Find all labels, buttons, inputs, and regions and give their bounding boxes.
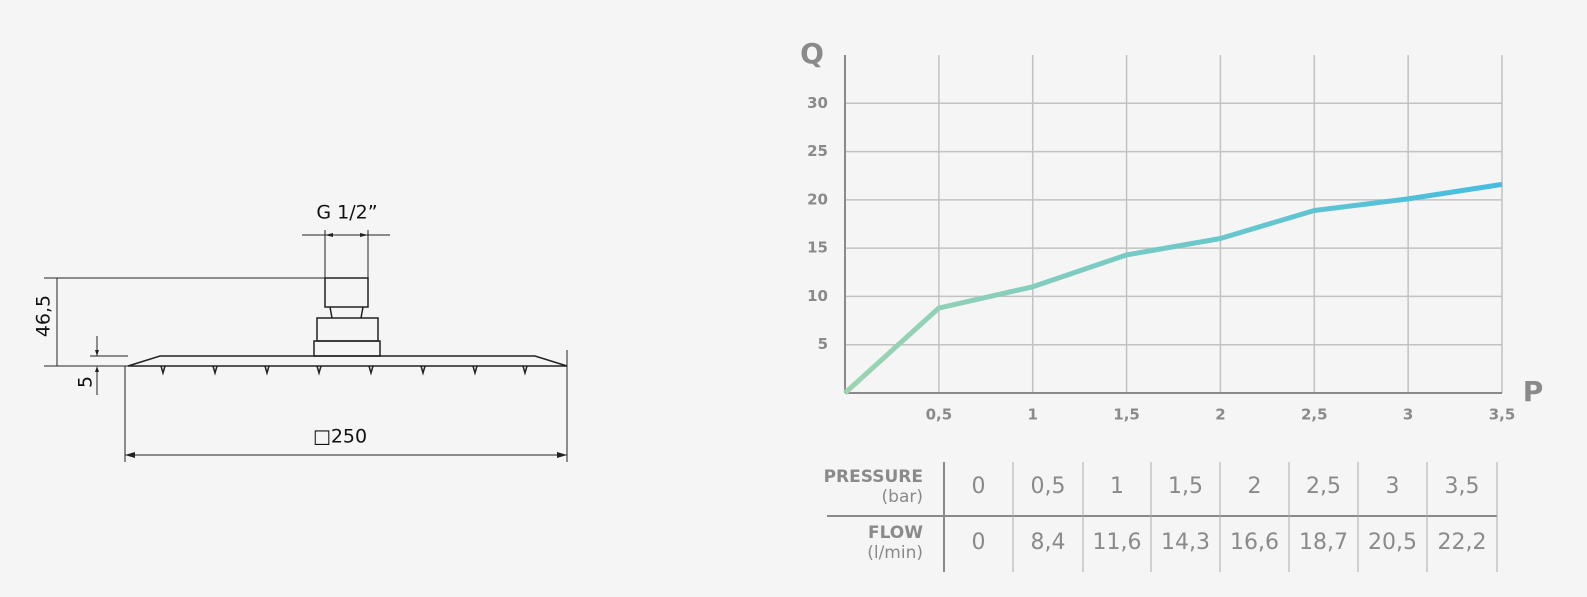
fitting-neck [329,306,364,319]
arrowheads [95,233,567,458]
table-cell: 16,6 [1230,530,1279,555]
height-label: 46,5 [33,295,55,337]
body [316,317,379,342]
row-label: PRESSURE [824,467,923,487]
dimension-lines [44,230,568,462]
x-tick-label: 1 [1027,406,1037,424]
table-cell: 3,5 [1445,474,1480,499]
x-tick-label: 3,5 [1489,406,1516,424]
row-label: FLOW [868,523,923,543]
table-cell: 2,5 [1306,474,1341,499]
table-cell: 22,2 [1438,530,1487,555]
nozzles [160,365,528,376]
thread-label: G 1/2” [316,202,377,224]
table-cell: 0 [972,530,986,555]
table: PRESSURE(bar) 0 0,5 1 1,5 2 2,5 3 3,5 FLOW(l/min)… [824,462,1498,572]
x-tick-label: 1,5 [1113,406,1140,424]
row-unit: (bar) [882,487,923,507]
base [313,340,381,357]
table-cell: 0,5 [1031,474,1066,499]
table-cell: 2 [1248,474,1262,499]
table-cell: 14,3 [1161,530,1210,555]
table-cell: 8,4 [1031,530,1066,555]
x-tick-label: 3 [1403,406,1413,424]
y-tick-label: 10 [807,287,828,305]
plate-label: 5 [75,376,97,388]
table-cell: 11,6 [1093,530,1142,555]
width-label: □250 [313,426,367,448]
row-unit: (l/min) [867,543,923,563]
table-cell: 1,5 [1168,474,1203,499]
table-cell: 1 [1110,474,1124,499]
y-tick-label: 25 [807,142,828,160]
y-axis-label: Q [800,37,824,70]
chart: Q P 5 10 15 20 25 30 0,5 1 1,5 2 2,5 3 3,5 [800,37,1543,424]
x-tick-label: 2 [1215,406,1225,424]
data-line [843,181,1503,395]
table-cell: 18,7 [1299,530,1348,555]
table-cell: 20,5 [1368,530,1417,555]
y-tick-label: 5 [818,335,828,353]
x-axis-label: P [1523,375,1544,408]
y-tick-label: 30 [807,94,828,112]
y-tick-label: 15 [807,239,828,257]
y-tick-label: 20 [807,190,828,208]
table-cell: 0 [972,474,986,499]
x-tick-label: 0,5 [926,406,953,424]
technical-drawing: G 1/2” 46,5 5 □250 [33,202,568,462]
x-tick-label: 2,5 [1301,406,1328,424]
fitting [324,277,369,308]
plate [127,355,568,367]
table-cell: 3 [1386,474,1400,499]
